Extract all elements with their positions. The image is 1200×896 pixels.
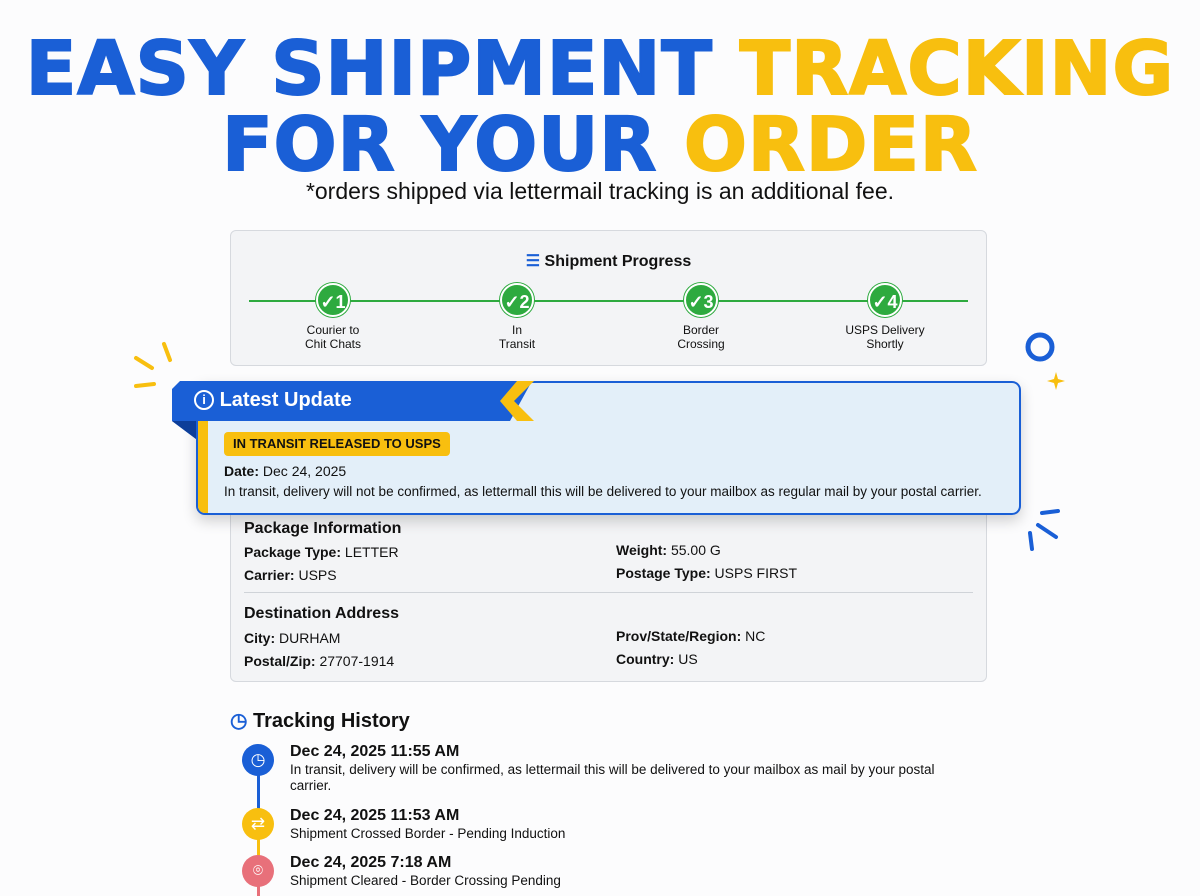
headline-yellow: ORDER xyxy=(683,102,978,188)
tracking-history-title: ◷ Tracking History xyxy=(230,710,410,732)
latest-date: Date: Dec 24, 2025 xyxy=(224,463,347,479)
divider xyxy=(244,592,973,593)
check-icon: ✓1 xyxy=(316,283,350,317)
progress-step: ✓2 In Transit xyxy=(457,283,577,351)
accent-bar xyxy=(198,421,208,513)
subtitle: *orders shipped via lettermail tracking … xyxy=(305,178,895,204)
history-item: Dec 24, 2025 7:18 AM Shipment Cleared - B… xyxy=(290,853,940,889)
region: Prov/State/Region: NC xyxy=(616,628,766,644)
check-icon: ✓2 xyxy=(500,283,534,317)
step-label: Transit xyxy=(498,337,536,351)
progress-step: ✓1 Courier to Chit Chats xyxy=(273,283,393,351)
history-item: Dec 24, 2025 11:55 AM In transit, deliver… xyxy=(290,742,940,794)
info-icon: i xyxy=(194,390,214,410)
list-icon: ☰ xyxy=(525,253,541,270)
package-info-card: Package Information Package Type: LETTER… xyxy=(230,498,987,682)
status-badge: IN TRANSIT RELEASED TO USPS xyxy=(224,432,450,456)
progress-line xyxy=(249,300,968,302)
history-time: Dec 24, 2025 7:18 AM xyxy=(290,854,452,871)
ring-icon xyxy=(1025,332,1065,390)
step-label: Crossing xyxy=(677,337,725,351)
clock-icon: ◷ xyxy=(242,744,274,776)
timeline-line xyxy=(257,880,260,896)
timeline-line xyxy=(257,770,260,820)
country: Country: US xyxy=(616,651,698,667)
history-text: In transit, delivery will be confirmed, … xyxy=(290,762,935,793)
history-text: Shipment Crossed Border - Pending Induct… xyxy=(290,826,566,841)
sparkle-rays-icon xyxy=(134,342,172,388)
step-label: In xyxy=(511,323,522,337)
swap-arrows-icon: ⇄ xyxy=(242,808,274,840)
step-label: Border xyxy=(682,323,720,337)
headline-blue: EASY SHIPMENT xyxy=(25,26,713,112)
timeline-line xyxy=(257,835,260,865)
history-text: Shipment Cleared - Border Crossing Pendi… xyxy=(290,873,561,888)
step-label: Shortly xyxy=(866,337,904,351)
step-label: USPS Delivery xyxy=(845,323,925,337)
headline-yellow: TRACKING xyxy=(739,26,1175,112)
package-type: Package Type: LETTER xyxy=(244,544,399,560)
package-info-title: Package Information xyxy=(244,520,402,537)
progress-step: ✓3 Border Crossing xyxy=(641,283,761,351)
clock-icon: ◷ xyxy=(230,710,248,732)
postal-zip: Postal/Zip: 27707-1914 xyxy=(244,653,395,669)
sparkle-rays-icon xyxy=(1028,509,1060,551)
latest-update-banner xyxy=(172,381,534,439)
headline-line-1: EASY SHIPMENT TRACKING xyxy=(0,31,1200,107)
shipment-progress-card: ☰ Shipment Progress ✓1 Courier to Chit Cha… xyxy=(230,230,987,366)
weight: Weight: 55.00 G xyxy=(616,542,721,558)
progress-step: ✓4 USPS Delivery Shortly xyxy=(825,283,945,351)
latest-update-title: i Latest Update xyxy=(194,389,352,412)
destination-title: Destination Address xyxy=(244,605,399,622)
headline-line-2: FOR YOUR ORDER xyxy=(0,107,1200,183)
history-time: Dec 24, 2025 11:55 AM xyxy=(290,743,460,760)
step-label: Chit Chats xyxy=(304,337,362,351)
history-item: Dec 24, 2025 11:53 AM Shipment Crossed Bo… xyxy=(290,806,940,842)
city: City: DURHAM xyxy=(244,630,341,646)
headline-blue: FOR YOUR xyxy=(221,102,658,188)
step-label: Courier to xyxy=(306,323,360,337)
check-icon: ✓3 xyxy=(684,283,718,317)
history-time: Dec 24, 2025 11:53 AM xyxy=(290,807,460,824)
carrier: Carrier: USPS xyxy=(244,567,337,583)
location-pin-icon: ⌾ xyxy=(242,855,274,887)
progress-title: ☰ Shipment Progress xyxy=(525,253,692,270)
postage-type: Postage Type: USPS FIRST xyxy=(616,565,798,581)
latest-message: In transit, delivery will not be confirm… xyxy=(224,484,982,499)
check-icon: ✓4 xyxy=(868,283,902,317)
